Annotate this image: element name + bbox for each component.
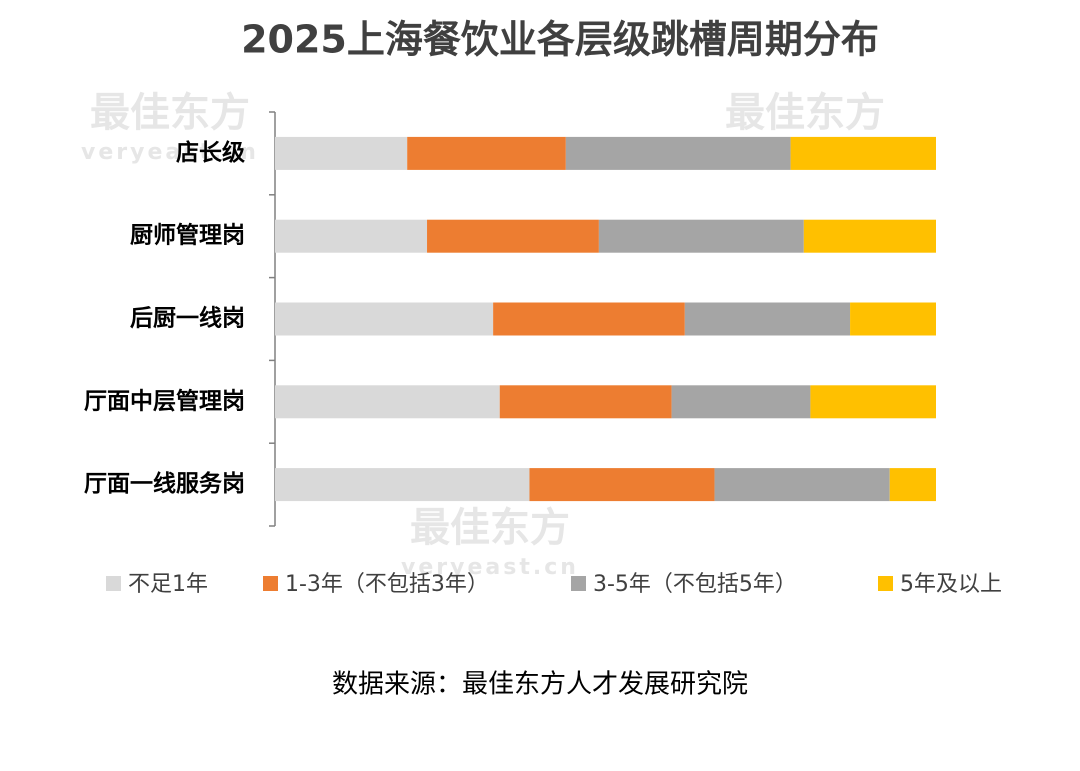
y-tick-label: 店长级 [176,139,245,166]
watermark: 最佳东方 [410,505,570,551]
source: 数据来源：最佳东方人才发展研究院 [332,670,748,700]
chart-title: 2025上海餐饮业各层级跳槽周期分布 [241,18,879,62]
bar-segment [275,136,408,170]
bar-segment [275,302,494,336]
watermark: veryeast.cn [81,140,259,165]
legend-swatch [263,576,278,591]
bar-segment [529,468,715,502]
watermark: veryeast.cn [401,555,579,580]
bar-segment [671,385,811,419]
legend-label: 1-3年（不包括3年） [285,572,489,597]
y-tick-label: 后厨一线岗 [130,305,245,332]
y-tick-label: 厅面中层管理岗 [84,387,245,414]
bar-segment [565,136,791,170]
bar-segment [499,385,672,419]
y-tick-label: 厅面一线服务岗 [84,470,245,497]
legend-label: 5年及以上 [900,572,1002,597]
bar-segment [407,136,566,170]
legend-swatch [878,576,893,591]
y-tick-label: 厨师管理岗 [130,222,245,249]
watermark: 最佳东方 [725,90,885,136]
bar-segment [790,136,936,170]
bar-segment [493,302,685,336]
legend-label: 不足1年 [128,572,208,597]
legend-swatch [571,576,586,591]
legend-swatch [106,576,121,591]
bar-segment [427,219,599,253]
legend-label: 3-5年（不包括5年） [593,572,797,597]
watermark: 最佳东方 [90,90,250,136]
bar-segment [850,302,936,336]
bar-segment [275,468,530,502]
bar-segment [714,468,890,502]
bar-segment [684,302,851,336]
bar-segment [275,219,428,253]
bar-segment [598,219,804,253]
bar-segment [803,219,936,253]
bar-segment [889,468,936,502]
bar-segment [810,385,936,419]
bar-segment [275,385,500,419]
